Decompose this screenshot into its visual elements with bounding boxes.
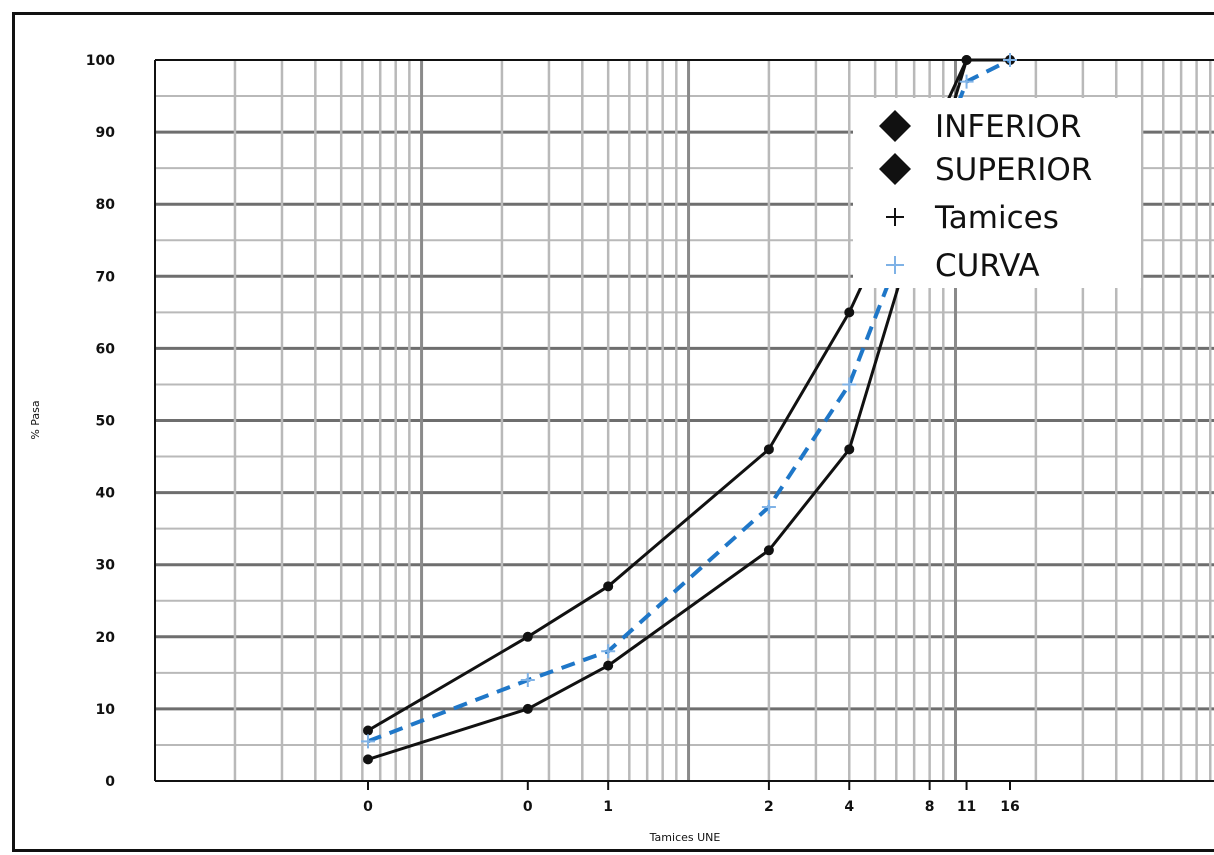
x-axis-title: Tamices UNE: [649, 831, 721, 844]
x-tick-label: 2: [764, 799, 774, 815]
x-tick-label: 0: [523, 799, 533, 815]
grading-chart: 0 10 20 30 40 50 60 70 80 90 100 0 0 1 2 4 8 11 16 % Pasa…: [15, 15, 1214, 855]
x-tick-labels: 0 0 1 2 4 8 11 16: [363, 781, 1020, 815]
x-tick-label: 11: [957, 799, 976, 815]
y-tick-labels: 0 10 20 30 40 50 60 70 80 90 100: [86, 53, 115, 790]
legend-label-tamices: Tamices: [934, 200, 1059, 236]
legend-label-superior: SUPERIOR: [935, 152, 1092, 188]
y-tick-label: 60: [96, 341, 116, 357]
data-point: [1003, 53, 1017, 67]
data-point: [844, 444, 854, 454]
data-point: [363, 726, 373, 736]
x-tick-label: 8: [925, 799, 935, 815]
x-tick-label: 1: [603, 799, 613, 815]
y-tick-label: 30: [96, 558, 116, 574]
data-point: [764, 545, 774, 555]
data-point: [962, 55, 972, 65]
chart-frame: 0 10 20 30 40 50 60 70 80 90 100 0 0 1 2 4 8 11 16 % Pasa…: [12, 12, 1214, 852]
x-tick-label: 0: [363, 799, 373, 815]
data-point: [842, 377, 856, 391]
data-point: [603, 581, 613, 591]
y-tick-label: 10: [96, 702, 116, 718]
y-tick-label: 0: [105, 774, 115, 790]
legend: INFERIOR SUPERIOR Tamices CURVA: [853, 98, 1141, 288]
y-tick-label: 50: [96, 414, 116, 430]
y-tick-label: 100: [86, 53, 115, 69]
y-tick-label: 90: [96, 125, 116, 141]
y-tick-label: 70: [96, 269, 116, 285]
data-point: [521, 673, 535, 687]
legend-label-inferior: INFERIOR: [935, 109, 1081, 145]
y-axis-title: % Pasa: [29, 400, 42, 439]
data-point: [363, 754, 373, 764]
legend-label-curva: CURVA: [935, 248, 1040, 284]
data-point: [844, 307, 854, 317]
data-point: [523, 704, 533, 714]
y-tick-label: 20: [96, 630, 116, 646]
data-point: [764, 444, 774, 454]
data-point: [523, 632, 533, 642]
x-tick-label: 4: [844, 799, 854, 815]
y-tick-label: 80: [96, 197, 116, 213]
y-tick-label: 40: [96, 486, 116, 502]
data-point: [603, 661, 613, 671]
x-tick-label: 16: [1000, 799, 1019, 815]
